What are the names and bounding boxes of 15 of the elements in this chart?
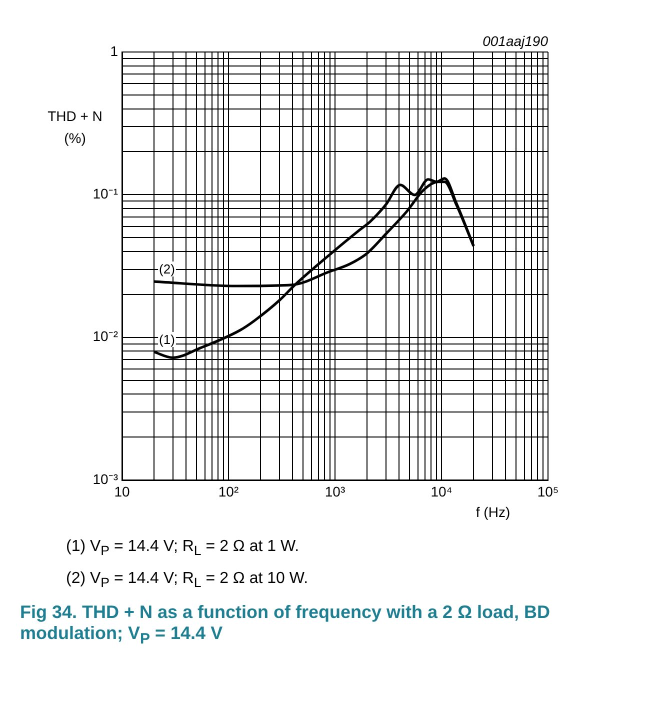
x-axis-title: f (Hz) [476, 504, 510, 520]
text: (2) V$_{P}$ = 14.4 V; R$_{L}$ = 2 Ω at 10 W. [66, 570, 310, 590]
series-label: (2) [159, 262, 175, 277]
text: 001aaj190 [482, 32, 548, 49]
caption: Fig 34. THD + N as a function of frequency with a 2 Ω load, BD modulation; V$_{P}$ = 14.4 V [20, 602, 552, 648]
series-label: (1) [159, 332, 175, 348]
y-tick-label: 10⁻¹ [92, 186, 118, 202]
x-tick-label: 10² [218, 483, 239, 500]
y-tick-label: 1 [110, 42, 118, 59]
y-axis-title: THD + N (%) [48, 108, 102, 146]
x-tick-label: 10⁴ [430, 483, 452, 500]
x-tick-label: 10⁵ [537, 483, 559, 500]
text: (1) V$_{P}$ = 14.4 V; R$_{L}$ = 2 Ω at 1 W. [66, 538, 300, 558]
y-tick-label: 10⁻² [92, 328, 118, 344]
x-tick-label: 10³ [324, 483, 346, 500]
